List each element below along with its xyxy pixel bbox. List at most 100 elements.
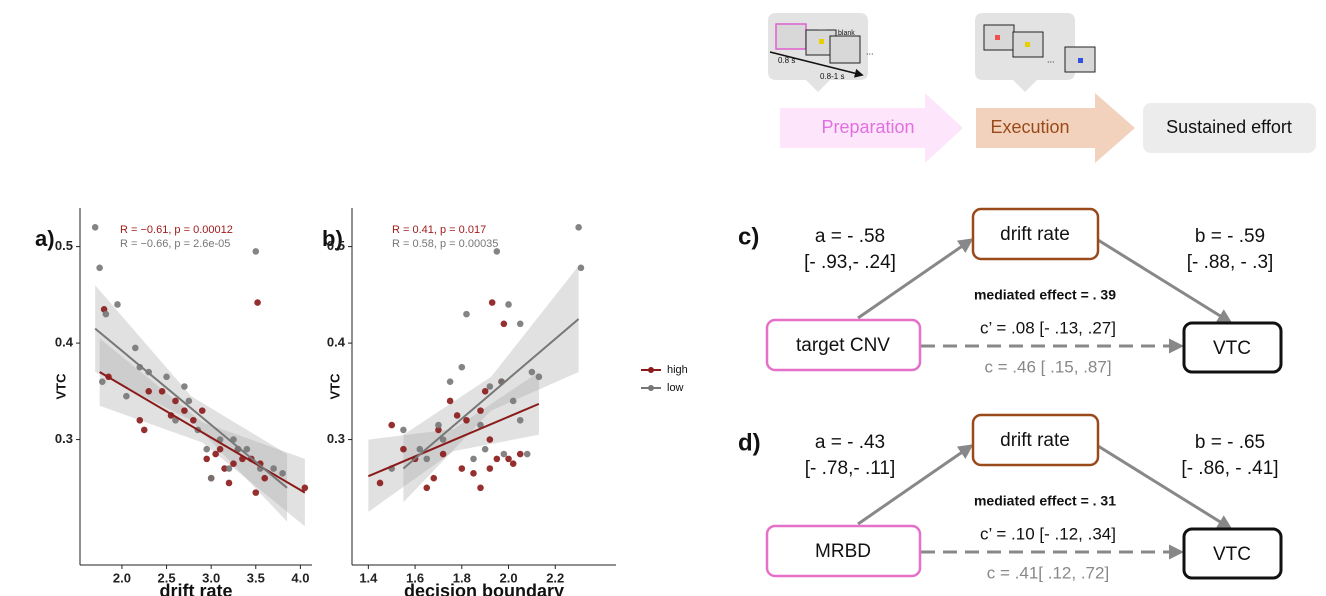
point: [279, 470, 286, 477]
x-axis-title: decision boundary: [404, 581, 564, 596]
y-tick-label: 0.3: [327, 431, 345, 446]
x-tick-label: 3.5: [247, 570, 265, 585]
point: [501, 451, 508, 458]
stimulus: [1078, 58, 1083, 63]
point: [423, 456, 430, 463]
point: [435, 422, 442, 429]
point: [487, 383, 494, 390]
b: b = - .59: [1195, 226, 1265, 247]
point: [510, 460, 517, 467]
point: [103, 311, 110, 318]
point: [203, 446, 210, 453]
c-total: c = .46 [ .15, .87]: [984, 357, 1111, 376]
point: [145, 388, 152, 395]
point: [230, 460, 237, 467]
point: [141, 427, 148, 434]
point: [510, 398, 517, 405]
stage-label: Preparation: [821, 117, 914, 137]
point: [517, 417, 524, 424]
point: [517, 320, 524, 327]
point: [482, 388, 489, 395]
x-axis-title: drift rate: [159, 581, 232, 596]
annotation: R = 0.58, p = 0.00035: [392, 238, 498, 250]
point: [252, 248, 259, 255]
y-tick-label: 0.4: [327, 335, 346, 350]
fit-line: [403, 319, 578, 469]
c-prime: c’ = .10 [- .12, .34]: [980, 524, 1116, 543]
legend-label: high: [667, 364, 688, 376]
point: [463, 311, 470, 318]
predictor: target CNV: [796, 335, 890, 356]
point: [470, 470, 477, 477]
point: [114, 301, 121, 308]
point: [482, 446, 489, 453]
screen: [830, 36, 860, 63]
schematic: 0.8 s blank 0.8-1 s ... ... Preparation …: [768, 13, 1316, 163]
point: [99, 378, 106, 385]
point: [536, 374, 543, 381]
a-ci: [- .78,- .11]: [805, 458, 895, 479]
legend-label: low: [667, 382, 684, 394]
point: [440, 451, 447, 458]
x-tick-label: 2.0: [113, 570, 131, 585]
point: [494, 248, 501, 255]
point: [96, 265, 103, 272]
point: [159, 388, 166, 395]
point: [132, 345, 139, 352]
point: [430, 475, 437, 482]
point: [459, 364, 466, 371]
annotation: R = −0.61, p = 0.00012: [120, 224, 233, 236]
point: [172, 398, 179, 405]
blank-label: blank: [838, 30, 855, 37]
point: [226, 465, 233, 472]
panel-label: c): [738, 223, 759, 250]
c-total: c = .41[ .12, .72]: [987, 563, 1109, 582]
mediator: drift rate: [1000, 430, 1070, 451]
point: [254, 299, 261, 306]
point: [575, 224, 582, 231]
panel-label: d): [738, 429, 761, 456]
point: [524, 451, 531, 458]
outcome: VTC: [1213, 544, 1251, 565]
point: [505, 301, 512, 308]
stimulus: [819, 39, 824, 44]
point: [459, 465, 466, 472]
point: [487, 436, 494, 443]
b: b = - .65: [1195, 432, 1265, 453]
outcome: VTC: [1213, 338, 1251, 359]
stage-label: Sustained effort: [1166, 117, 1292, 137]
point: [423, 485, 430, 492]
a-ci: [- .93,- .24]: [804, 252, 896, 273]
point: [447, 378, 454, 385]
point: [163, 374, 170, 381]
x-tick-label: 1.4: [359, 570, 378, 585]
a: a = - .43: [815, 432, 885, 453]
point: [494, 456, 501, 463]
annotation: R = 0.41, p = 0.017: [392, 224, 486, 236]
mediated: mediated effect = . 31: [974, 493, 1116, 509]
point: [217, 446, 224, 453]
point: [123, 393, 130, 400]
y-tick-label: 0.3: [55, 431, 73, 446]
c-prime: c’ = .08 [- .13, .27]: [980, 318, 1116, 337]
point: [447, 398, 454, 405]
y-tick-label: 0.5: [327, 238, 345, 253]
point: [489, 299, 496, 306]
y-tick-label: 0.5: [55, 238, 73, 253]
point: [270, 465, 277, 472]
point: [477, 485, 484, 492]
point: [261, 475, 268, 482]
point: [208, 475, 215, 482]
ellipsis: ...: [1047, 54, 1055, 64]
point: [501, 320, 508, 327]
point: [487, 465, 494, 472]
point: [529, 369, 536, 376]
point: [400, 427, 407, 434]
a: a = - .58: [815, 226, 885, 247]
annotation: R = −0.66, p = 2.6e-05: [120, 238, 230, 250]
x-tick-label: 4.0: [291, 570, 309, 585]
legend-swatch: [648, 367, 654, 373]
point: [181, 407, 188, 414]
figure: 0.8 s blank 0.8-1 s ... ... Preparation …: [0, 0, 1326, 596]
point: [199, 407, 206, 414]
